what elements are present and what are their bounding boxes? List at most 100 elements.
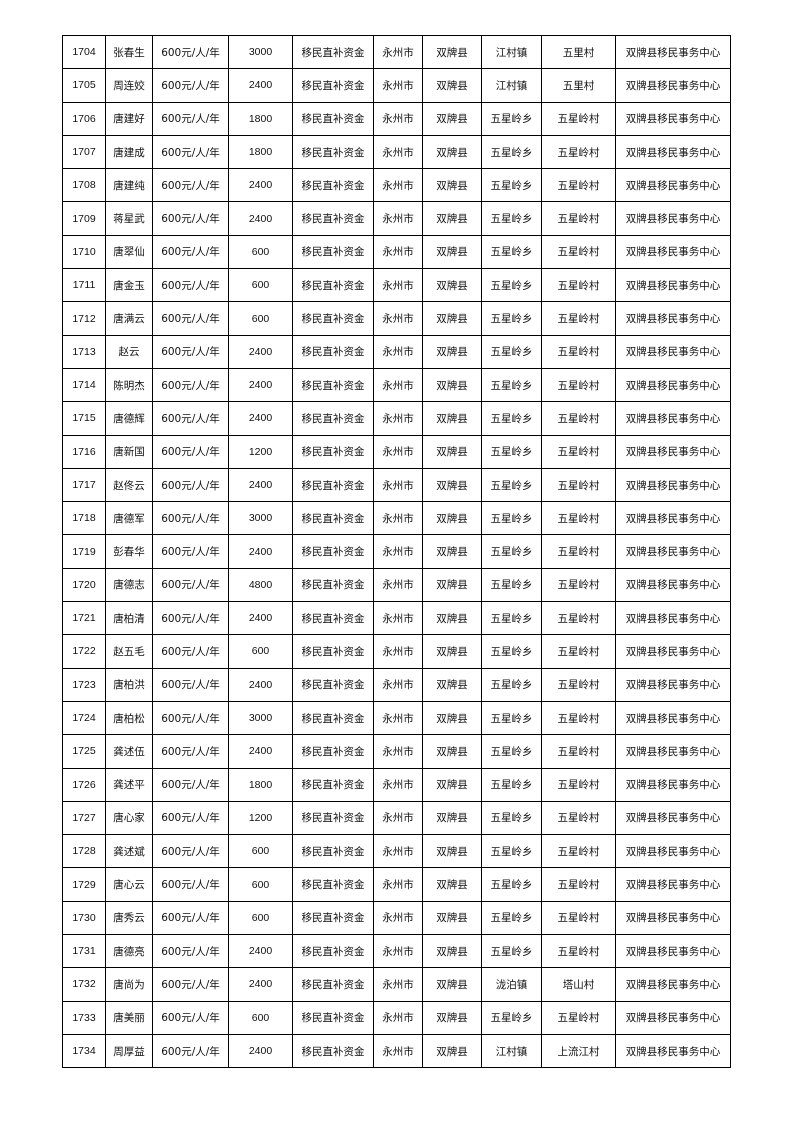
table-row: 1725 龚述伍 600元/人/年 2400 移民直补资金 永州市 双牌县 五星岭乡 五星岭村双… <box>62 734 731 769</box>
subsidy-standard-cell: 600元/人/年 <box>152 68 229 103</box>
county-cell: 双牌县 <box>422 101 482 136</box>
amount-cell: 2400 <box>228 68 293 103</box>
subsidy-standard-cell: 600元/人/年 <box>152 667 229 702</box>
county-cell: 双牌县 <box>422 634 482 669</box>
township-cell: 五星岭乡 <box>481 767 542 802</box>
village-cell: 五星岭村 <box>541 1000 616 1035</box>
city-cell: 永州市 <box>373 334 423 369</box>
agency-cell: 双牌县移民事务中心 <box>615 334 731 369</box>
agency-cell: 双牌县移民事务中心 <box>615 700 731 736</box>
subsidy-standard-cell: 600元/人/年 <box>152 234 229 270</box>
city-cell: 永州市 <box>373 201 423 236</box>
subsidy-standard-cell: 600元/人/年 <box>152 334 229 369</box>
agency-cell: 双牌县移民事务中心 <box>615 434 731 469</box>
amount-cell: 4800 <box>228 567 293 603</box>
township-cell: 五星岭乡 <box>481 168 542 203</box>
fund-type-cell: 移民直补资金 <box>292 467 374 503</box>
township-cell: 五星岭乡 <box>481 301 542 336</box>
city-cell: 永州市 <box>373 134 423 170</box>
agency-cell: 双牌县移民事务中心 <box>615 800 731 836</box>
amount-cell: 1800 <box>228 101 293 136</box>
row-number-cell: 1718 <box>62 501 106 536</box>
subsidy-standard-cell: 600元/人/年 <box>152 534 229 569</box>
county-cell: 双牌县 <box>422 834 482 869</box>
agency-cell: 双牌县移民事务中心 <box>615 34 731 70</box>
person-name-cell: 龚述伍 <box>105 734 153 769</box>
village-cell: 五星岭村 <box>541 101 616 136</box>
township-cell: 五星岭乡 <box>481 234 542 270</box>
township-cell: 五星岭乡 <box>481 601 542 636</box>
township-cell: 五星岭乡 <box>481 800 542 836</box>
person-name-cell: 赵云 <box>105 334 153 369</box>
village-cell: 五星岭村 <box>541 501 616 536</box>
subsidy-standard-cell: 600元/人/年 <box>152 367 229 403</box>
agency-cell: 双牌县移民事务中心 <box>615 567 731 603</box>
subsidy-standard-cell: 600元/人/年 <box>152 268 229 303</box>
subsidy-standard-cell: 600元/人/年 <box>152 567 229 603</box>
subsidy-standard-cell: 600元/人/年 <box>152 601 229 636</box>
table-row: 1733 唐美丽 600元/人/年 600 移民直补资金 永州市 双牌县 五星岭乡 五星岭村 双牌… <box>62 1000 731 1035</box>
amount-cell: 2400 <box>228 467 293 503</box>
agency-cell: 双牌县移民事务中心 <box>615 401 731 436</box>
county-cell: 双牌县 <box>422 1033 482 1069</box>
subsidy-standard-cell: 600元/人/年 <box>152 134 229 170</box>
table-row: 1707 唐建成 600元/人/年 1800 移民直补资金 永州市 双牌县 五星岭乡 五星岭村双… <box>62 134 731 170</box>
city-cell: 永州市 <box>373 501 423 536</box>
township-cell: 五星岭乡 <box>481 834 542 869</box>
county-cell: 双牌县 <box>422 467 482 503</box>
subsidy-standard-cell: 600元/人/年 <box>152 900 229 936</box>
fund-type-cell: 移民直补资金 <box>292 201 374 236</box>
table-row: 1722 赵五毛 600元/人/年 600 移民直补资金 永州市 双牌县 五星岭乡 五星岭村 双牌… <box>62 634 731 669</box>
city-cell: 永州市 <box>373 434 423 469</box>
person-name-cell: 赵五毛 <box>105 634 153 669</box>
table-row: 1710 唐翠仙 600元/人/年 600 移民直补资金 永州市 双牌县 五星岭乡 五星岭村 双牌… <box>62 234 731 270</box>
amount-cell: 2400 <box>228 401 293 436</box>
county-cell: 双牌县 <box>422 268 482 303</box>
person-name-cell: 唐德志 <box>105 567 153 603</box>
amount-cell: 2400 <box>228 201 293 236</box>
county-cell: 双牌县 <box>422 401 482 436</box>
agency-cell: 双牌县移民事务中心 <box>615 667 731 702</box>
village-cell: 五里村 <box>541 68 616 103</box>
county-cell: 双牌县 <box>422 501 482 536</box>
fund-type-cell: 移民直补资金 <box>292 334 374 369</box>
row-number-cell: 1733 <box>62 1000 106 1035</box>
table-row: 1724 唐柏松 600元/人/年 3000 移民直补资金 永州市 双牌县 五星岭乡 五星岭村双… <box>62 700 731 736</box>
village-cell: 五星岭村 <box>541 434 616 469</box>
row-number-cell: 1719 <box>62 534 106 569</box>
amount-cell: 600 <box>228 900 293 936</box>
fund-type-cell: 移民直补资金 <box>292 1033 374 1069</box>
county-cell: 双牌县 <box>422 234 482 270</box>
county-cell: 双牌县 <box>422 700 482 736</box>
village-cell: 塔山村 <box>541 967 616 1002</box>
county-cell: 双牌县 <box>422 900 482 936</box>
subsidy-standard-cell: 600元/人/年 <box>152 767 229 802</box>
fund-type-cell: 移民直补资金 <box>292 501 374 536</box>
city-cell: 永州市 <box>373 34 423 70</box>
village-cell: 五星岭村 <box>541 601 616 636</box>
person-name-cell: 张春生 <box>105 34 153 70</box>
village-cell: 五星岭村 <box>541 134 616 170</box>
village-cell: 五星岭村 <box>541 467 616 503</box>
row-number-cell: 1734 <box>62 1033 106 1069</box>
county-cell: 双牌县 <box>422 301 482 336</box>
row-number-cell: 1714 <box>62 367 106 403</box>
table-row: 1721 唐柏清 600元/人/年 2400 移民直补资金 永州市 双牌县 五星岭乡 五星岭村双… <box>62 601 731 636</box>
city-cell: 永州市 <box>373 734 423 769</box>
agency-cell: 双牌县移民事务中心 <box>615 234 731 270</box>
township-cell: 五星岭乡 <box>481 467 542 503</box>
agency-cell: 双牌县移民事务中心 <box>615 101 731 136</box>
fund-type-cell: 移民直补资金 <box>292 967 374 1002</box>
agency-cell: 双牌县移民事务中心 <box>615 634 731 669</box>
township-cell: 江村镇 <box>481 34 542 70</box>
agency-cell: 双牌县移民事务中心 <box>615 967 731 1002</box>
county-cell: 双牌县 <box>422 201 482 236</box>
amount-cell: 1200 <box>228 434 293 469</box>
agency-cell: 双牌县移民事务中心 <box>615 900 731 936</box>
fund-type-cell: 移民直补资金 <box>292 900 374 936</box>
table-row: 1734 周厚益 600元/人/年 2400 移民直补资金 永州市 双牌县 江村镇 上流江村 双牌… <box>62 1033 731 1069</box>
county-cell: 双牌县 <box>422 734 482 769</box>
township-cell: 五星岭乡 <box>481 334 542 369</box>
row-number-cell: 1726 <box>62 767 106 802</box>
amount-cell: 1200 <box>228 800 293 836</box>
